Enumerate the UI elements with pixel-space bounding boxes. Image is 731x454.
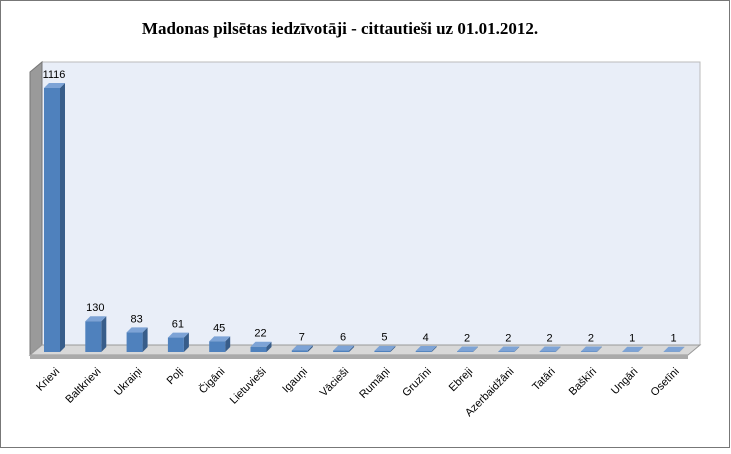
- data-label: 83: [130, 313, 142, 325]
- bar: [374, 351, 390, 352]
- back-wall: [42, 62, 700, 345]
- data-label: 5: [381, 332, 387, 344]
- data-label: 61: [172, 318, 184, 330]
- bar: [333, 351, 349, 352]
- data-label: 7: [299, 331, 305, 343]
- bar: [209, 341, 225, 352]
- bar: [416, 351, 432, 352]
- data-label: 22: [254, 328, 266, 340]
- side-wall: [30, 62, 42, 355]
- chart-title: Madonas pilsētas iedzīvotāji - cittautie…: [142, 19, 538, 38]
- data-label: 4: [423, 332, 429, 344]
- data-label: 2: [547, 332, 553, 344]
- bar: [168, 338, 184, 352]
- data-label: 1: [670, 333, 676, 345]
- bar: [127, 332, 143, 352]
- data-label: 2: [588, 332, 594, 344]
- data-label: 45: [213, 322, 225, 334]
- data-label: 6: [340, 331, 346, 343]
- bar: [251, 347, 267, 352]
- data-label: 1116: [43, 69, 66, 81]
- bar-side: [60, 83, 65, 352]
- bar: [44, 88, 60, 352]
- floor-edge: [30, 355, 688, 359]
- data-label: 1: [629, 333, 635, 345]
- bar: [292, 350, 308, 352]
- data-label: 2: [505, 332, 511, 344]
- data-label: 2: [464, 332, 470, 344]
- data-label: 130: [86, 302, 104, 314]
- bar: [85, 321, 101, 352]
- bar-side: [101, 316, 106, 352]
